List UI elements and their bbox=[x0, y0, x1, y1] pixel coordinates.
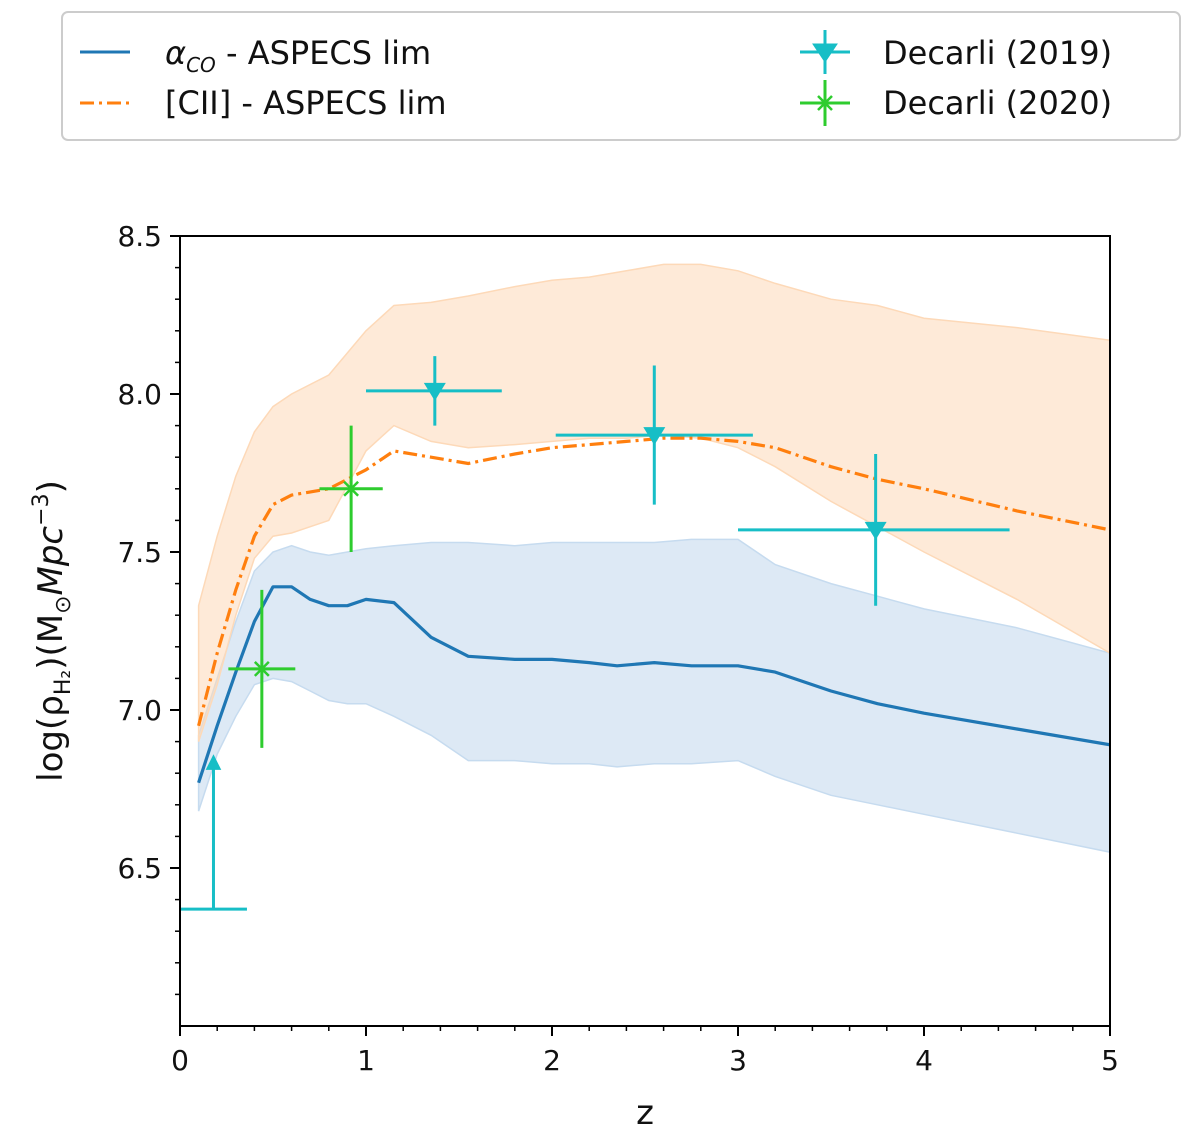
star-marker bbox=[341, 478, 362, 499]
legend-cii-label: [CII] - ASPECS lim bbox=[165, 84, 447, 122]
legend-decarli-2019-swatch bbox=[800, 30, 850, 74]
legend-aco-label: αCO - ASPECS lim bbox=[165, 34, 431, 77]
legend: αCO - ASPECS lim [CII] - ASPECS lim Deca… bbox=[61, 11, 1181, 141]
legend-decarli-2020-label: Decarli (2020) bbox=[883, 84, 1112, 122]
data-point bbox=[228, 589, 296, 748]
triangle-marker bbox=[643, 427, 666, 446]
data-point bbox=[738, 454, 1010, 606]
limit-arrow-head bbox=[205, 754, 222, 770]
confidence-bands bbox=[197, 263, 1110, 853]
data-points bbox=[180, 356, 1010, 911]
x-tick-label: 0 bbox=[171, 1044, 189, 1077]
y-tick-label: 8.0 bbox=[117, 378, 162, 411]
y-axis-label: log(ρH₂)(M⊙Mpc−3) bbox=[29, 480, 76, 782]
series-lines bbox=[197, 436, 1110, 784]
data-point bbox=[319, 425, 383, 552]
legend-decarli-2019-label: Decarli (2019) bbox=[883, 34, 1112, 72]
plot-area: 0 1 2 3 4 5 6.5 7.0 7.5 8.0 8.5 bbox=[117, 220, 1118, 1077]
x-axis-label: z bbox=[636, 1093, 654, 1132]
data-point bbox=[366, 356, 502, 426]
x-tick-label: 3 bbox=[729, 1044, 747, 1077]
triangle-marker bbox=[423, 382, 446, 401]
y-tick-label: 6.5 bbox=[117, 852, 162, 885]
lower-limit-point bbox=[180, 754, 247, 911]
x-tick-label: 5 bbox=[1101, 1044, 1119, 1077]
triangle-marker bbox=[864, 521, 887, 540]
x-tick-label: 2 bbox=[543, 1044, 561, 1077]
axis-ticks: 0 1 2 3 4 5 6.5 7.0 7.5 8.0 8.5 bbox=[117, 220, 1118, 1077]
plot-frame bbox=[179, 235, 1111, 1027]
x-tick-label: 4 bbox=[915, 1044, 933, 1077]
aco-series-line bbox=[197, 585, 1110, 784]
legend-decarli-2020-swatch bbox=[800, 80, 850, 126]
y-tick-label: 7.0 bbox=[117, 694, 162, 727]
y-tick-label: 7.5 bbox=[117, 536, 162, 569]
star-marker bbox=[251, 658, 272, 679]
cii-series-line bbox=[197, 436, 1110, 727]
x-tick-label: 1 bbox=[357, 1044, 375, 1077]
legend-frame bbox=[61, 11, 1181, 141]
aco-band bbox=[197, 538, 1110, 853]
y-tick-label: 8.5 bbox=[117, 220, 162, 253]
data-point bbox=[555, 365, 753, 505]
